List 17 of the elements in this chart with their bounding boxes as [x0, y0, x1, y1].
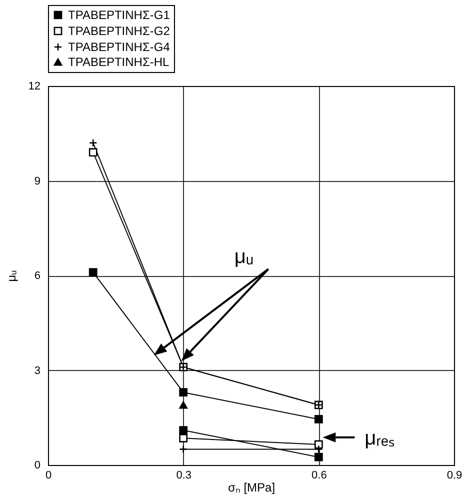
legend-label: ΤΡΑΒΕΡΤΙΝΗΣ-G1: [68, 8, 170, 22]
legend-label: ΤΡΑΒΕΡΤΙΝΗΣ-HL: [68, 55, 170, 69]
annotation: μᵤ: [234, 246, 254, 268]
x-tick-label: 0.6: [312, 470, 327, 482]
x-tick-label: 0: [45, 470, 52, 482]
y-axis-title: μᵤ: [4, 270, 18, 282]
legend-label: ΤΡΑΒΕΡΤΙΝΗΣ-G2: [68, 24, 170, 38]
y-tick-label: 3: [34, 364, 40, 377]
x-tick-label: 0.9: [446, 470, 462, 482]
y-tick-label: 6: [34, 270, 40, 282]
x-tick-label: 0.3: [176, 470, 192, 482]
y-tick-label: 0: [34, 460, 40, 472]
annotation: μᵣₑₛ: [364, 427, 394, 450]
y-tick-label: 12: [28, 80, 40, 92]
y-tick-label: 9: [34, 175, 40, 188]
legend-label: ΤΡΑΒΕΡΤΙΝΗΣ-G4: [68, 40, 170, 54]
x-axis-title: σₙ [MPa]: [228, 480, 276, 494]
